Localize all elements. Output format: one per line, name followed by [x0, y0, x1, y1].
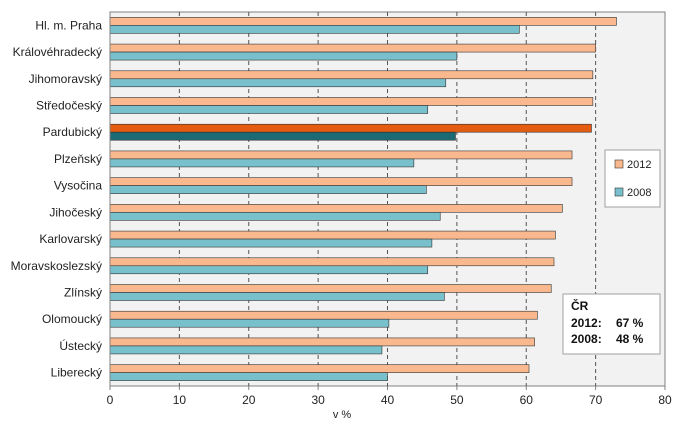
category-label: Olomoucký — [42, 312, 102, 326]
bar-olomoucky-2008 — [109, 318, 390, 328]
bar-liberecky-2008 — [109, 372, 388, 381]
bar-jihocesky-2008 — [109, 212, 441, 221]
x-tick-label: 0 — [107, 393, 114, 407]
category-label: Jihomoravský — [29, 72, 102, 86]
summary-box: ČR 2012: 67 % 2008: 48 % — [562, 293, 661, 355]
category-label: Královéhradecký — [13, 45, 102, 59]
x-tick-label: 20 — [242, 393, 256, 407]
category-label: Zlínský — [64, 286, 102, 300]
legend: 2012 2008 — [604, 149, 661, 208]
category-label: Pardubický — [43, 125, 102, 139]
summary-2012-value: 67 % — [616, 316, 644, 330]
legend-box — [604, 149, 661, 208]
category-label: Plzeňský — [54, 152, 102, 166]
x-axis-title: v % — [333, 409, 352, 421]
legend-swatch-2012 — [614, 159, 624, 169]
category-label: Ústecký — [59, 338, 102, 353]
bar-jihocesky-2012 — [109, 204, 563, 213]
bar-stredocesky-2012 — [109, 97, 594, 106]
bar-zlinsky-2012 — [109, 284, 552, 293]
summary-2012-label: 2012: — [571, 316, 602, 330]
x-tick-label: 40 — [381, 393, 395, 407]
x-tick-label: 50 — [450, 393, 464, 407]
bar-karlovarsky-2008 — [109, 238, 433, 248]
summary-2008-label: 2008: — [571, 332, 602, 346]
bar-moravskoslezsky-2012 — [109, 257, 555, 267]
bar-vysocina-2012 — [109, 177, 573, 186]
bar-olomoucky-2012 — [109, 310, 538, 320]
x-tick-label: 70 — [589, 393, 603, 407]
bar-pardubicky-2012 — [109, 123, 592, 133]
x-tick-label: 10 — [173, 393, 187, 407]
bar-pardubicky-2008 — [109, 131, 456, 141]
x-tick-label: 30 — [311, 393, 325, 407]
legend-label-2012: 2012 — [627, 159, 651, 171]
bar-kralovehradecky-2008 — [109, 51, 458, 61]
bar-stredocesky-2008 — [109, 105, 429, 114]
category-label: Hl. m. Praha — [35, 18, 102, 32]
bar-vysocina-2008 — [109, 185, 427, 194]
bars — [109, 17, 617, 381]
bar-ustecky-2012 — [109, 337, 535, 347]
category-labels: Hl. m. Praha Královéhradecký Jihomoravský S… — [11, 18, 103, 379]
bar-hl-m-praha-2008 — [109, 25, 520, 34]
bar-moravskoslezsky-2008 — [109, 265, 429, 275]
category-label: Středočeský — [36, 99, 102, 113]
x-tick-label: 80 — [658, 393, 672, 407]
bar-kralovehradecky-2012 — [109, 43, 596, 53]
bar-plzensky-2008 — [109, 158, 415, 168]
bar-jihomoravsky-2012 — [109, 70, 594, 80]
category-label: Liberecký — [51, 366, 102, 380]
summary-title: ČR — [571, 298, 589, 313]
summary-box-frame — [562, 293, 661, 355]
category-label: Karlovarský — [39, 232, 102, 246]
x-tick-label: 60 — [520, 393, 534, 407]
x-axis-ticks: 0 10 20 30 40 50 60 70 80 — [107, 386, 672, 407]
bar-liberecky-2012 — [109, 364, 530, 373]
bar-karlovarsky-2012 — [109, 230, 556, 240]
category-label: Jihočeský — [49, 205, 102, 219]
bar-zlinsky-2008 — [109, 292, 445, 301]
bar-ustecky-2008 — [109, 345, 383, 355]
summary-2008-value: 48 % — [616, 332, 644, 346]
bar-plzensky-2012 — [109, 150, 573, 160]
category-label: Vysočina — [54, 179, 103, 193]
bar-jihomoravsky-2008 — [109, 78, 447, 88]
legend-label-2008: 2008 — [627, 187, 651, 199]
bar-hl-m-praha-2012 — [109, 17, 617, 26]
legend-swatch-2008 — [614, 187, 624, 197]
category-label: Moravskoslezský — [11, 259, 102, 273]
